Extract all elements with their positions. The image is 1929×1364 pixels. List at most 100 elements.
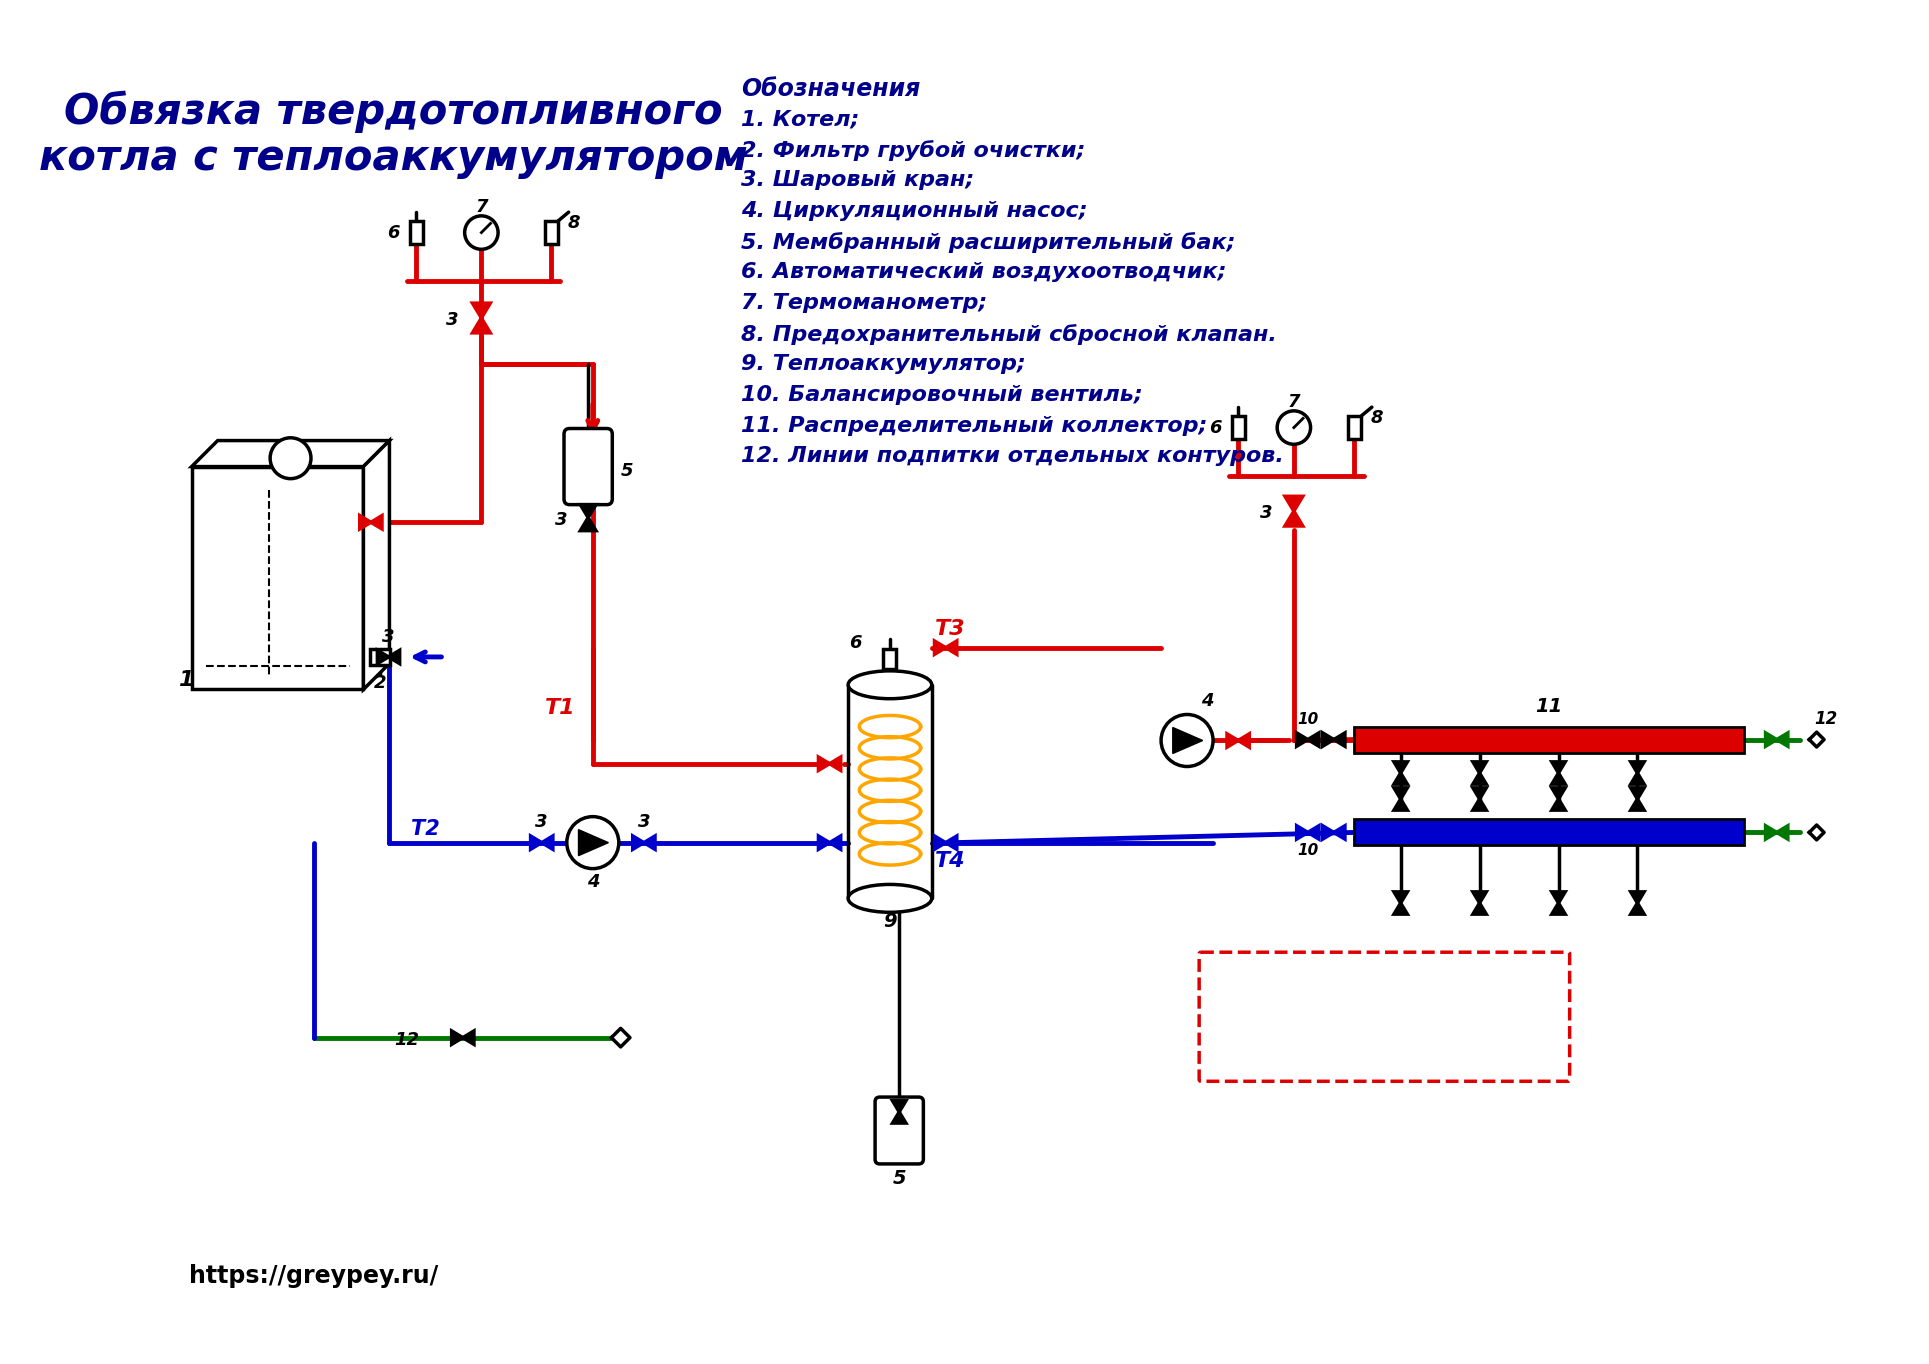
Text: 1. Котел;: 1. Котел; (741, 109, 860, 130)
Bar (883, 648, 897, 668)
Polygon shape (1323, 732, 1333, 746)
Polygon shape (473, 303, 490, 318)
Polygon shape (1395, 788, 1408, 799)
Polygon shape (1323, 825, 1333, 839)
Polygon shape (934, 641, 945, 655)
Polygon shape (1551, 762, 1564, 773)
Polygon shape (1395, 762, 1408, 773)
Polygon shape (1474, 799, 1485, 810)
Text: 6. Автоматический воздухоотводчик;: 6. Автоматический воздухоотводчик; (741, 262, 1227, 282)
Polygon shape (893, 1101, 907, 1112)
Polygon shape (1551, 799, 1564, 810)
Polygon shape (1333, 825, 1345, 839)
Text: 3: 3 (1260, 505, 1273, 522)
Polygon shape (451, 1031, 463, 1045)
Polygon shape (1474, 762, 1485, 773)
Polygon shape (1285, 512, 1302, 527)
Polygon shape (463, 1031, 475, 1045)
Polygon shape (1296, 732, 1308, 746)
Text: 5. Мембранный расширительный бак;: 5. Мембранный расширительный бак; (741, 232, 1236, 252)
Polygon shape (1630, 773, 1644, 784)
Text: 7: 7 (475, 198, 488, 216)
Polygon shape (818, 757, 829, 771)
Polygon shape (1238, 734, 1250, 747)
Circle shape (1161, 715, 1213, 767)
Text: 3: 3 (536, 813, 548, 831)
Polygon shape (1765, 825, 1777, 839)
Text: 4. Циркуляционный насос;: 4. Циркуляционный насос; (741, 201, 1088, 221)
Polygon shape (378, 651, 388, 664)
Polygon shape (1551, 892, 1564, 903)
Text: 3: 3 (638, 813, 650, 831)
FancyBboxPatch shape (563, 428, 611, 505)
Polygon shape (829, 836, 841, 850)
Text: 3: 3 (556, 510, 567, 528)
Text: T4: T4 (936, 851, 966, 872)
Polygon shape (1551, 903, 1564, 914)
Polygon shape (388, 651, 399, 664)
Text: 6: 6 (388, 224, 399, 241)
Polygon shape (1474, 773, 1485, 784)
Text: 5: 5 (893, 1169, 907, 1188)
Text: 3: 3 (446, 311, 459, 329)
Polygon shape (1630, 799, 1644, 810)
Text: 3: 3 (382, 627, 395, 645)
Circle shape (465, 216, 498, 250)
Polygon shape (579, 829, 608, 855)
Text: 2: 2 (374, 674, 386, 692)
Text: T1: T1 (546, 698, 575, 717)
Polygon shape (1308, 732, 1319, 746)
Text: T2: T2 (411, 818, 440, 839)
Circle shape (270, 438, 311, 479)
Polygon shape (473, 318, 490, 333)
Text: 12: 12 (1813, 711, 1836, 728)
Text: потребители тепла: потребители тепла (1229, 1019, 1539, 1048)
Polygon shape (1551, 773, 1564, 784)
Polygon shape (1227, 734, 1238, 747)
Polygon shape (530, 836, 542, 850)
Text: 10: 10 (1296, 712, 1318, 727)
Polygon shape (945, 641, 957, 655)
Text: 9: 9 (883, 913, 897, 932)
Text: 8: 8 (567, 214, 581, 232)
Polygon shape (581, 505, 596, 518)
Text: 8. Предохранительный сбросной клапан.: 8. Предохранительный сбросной клапан. (741, 323, 1277, 345)
Polygon shape (363, 441, 390, 689)
Text: 12: 12 (395, 1031, 421, 1049)
Polygon shape (945, 836, 957, 850)
Polygon shape (893, 1112, 907, 1123)
Polygon shape (1333, 732, 1345, 746)
Polygon shape (1630, 788, 1644, 799)
Bar (409, 221, 422, 244)
FancyBboxPatch shape (876, 1097, 924, 1163)
Bar (1348, 416, 1360, 439)
Text: 12. Линии подпитки отдельных контуров.: 12. Линии подпитки отдельных контуров. (741, 446, 1285, 466)
Text: Обозначения: Обозначения (741, 76, 920, 101)
Polygon shape (1474, 903, 1485, 914)
Text: 6: 6 (849, 634, 862, 652)
Polygon shape (1296, 825, 1308, 839)
Polygon shape (818, 836, 829, 850)
Text: 2. Фильтр грубой очистки;: 2. Фильтр грубой очистки; (741, 139, 1086, 161)
Polygon shape (1308, 825, 1319, 839)
Polygon shape (934, 836, 945, 850)
Text: T3: T3 (936, 619, 966, 640)
Polygon shape (1173, 727, 1202, 753)
Polygon shape (633, 836, 644, 850)
Polygon shape (542, 836, 554, 850)
Polygon shape (1395, 892, 1408, 903)
Polygon shape (1777, 732, 1788, 746)
Text: 5: 5 (621, 462, 633, 480)
Polygon shape (1395, 773, 1408, 784)
Text: 10: 10 (1296, 843, 1318, 858)
Text: 8: 8 (1372, 409, 1383, 427)
Polygon shape (581, 518, 596, 531)
Text: 9. Теплоаккумулятор;: 9. Теплоаккумулятор; (741, 355, 1026, 374)
Text: https://greypey.ru/: https://greypey.ru/ (189, 1264, 438, 1289)
FancyBboxPatch shape (1200, 952, 1570, 1082)
Text: 7: 7 (1289, 393, 1300, 411)
Polygon shape (1551, 788, 1564, 799)
Polygon shape (829, 757, 841, 771)
Text: 10. Балансировочный вентиль;: 10. Балансировочный вентиль; (741, 385, 1144, 405)
Text: 1: 1 (177, 670, 193, 690)
